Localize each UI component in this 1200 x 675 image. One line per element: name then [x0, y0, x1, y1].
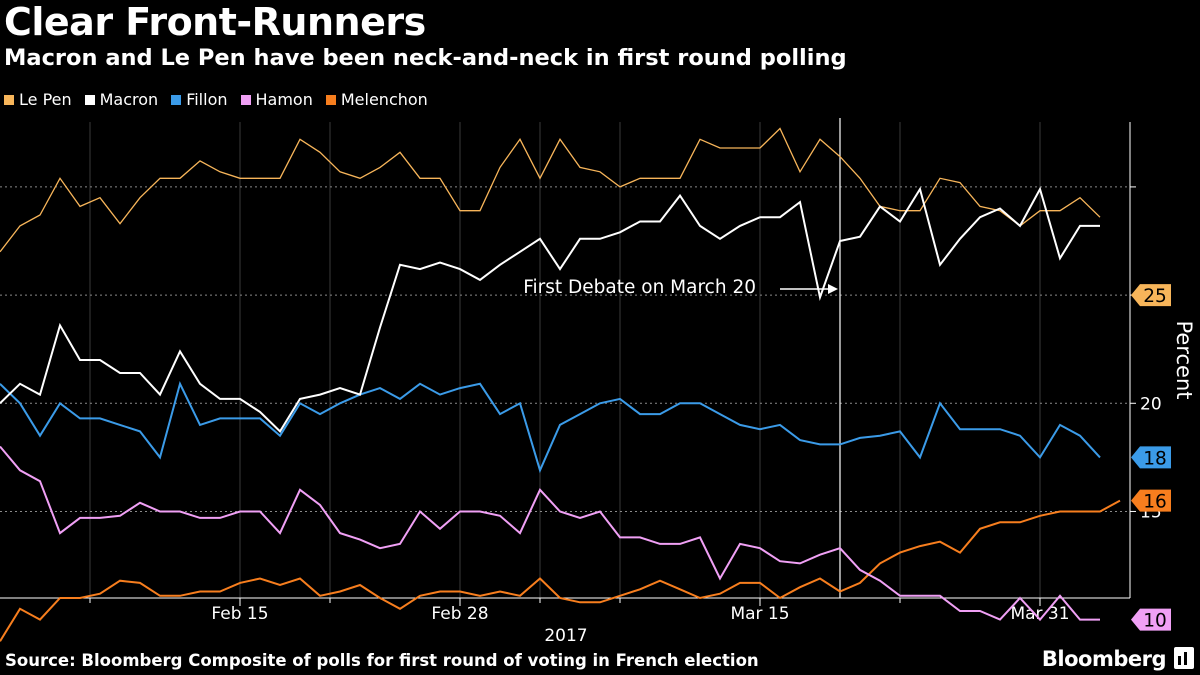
legend-swatch-fillon [171, 94, 182, 105]
legend-item-macron: Macron [84, 90, 159, 109]
chart-title: Clear Front-Runners [4, 0, 426, 44]
legend-swatch-le-pen [4, 94, 14, 105]
series-layer [0, 127, 1121, 642]
legend-item-le-pen: Le Pen [4, 90, 72, 109]
legend-label-fillon: Fillon [186, 90, 228, 109]
grid-layer [0, 122, 1130, 598]
chart-subtitle: Macron and Le Pen have been neck-and-nec… [4, 45, 847, 71]
bloomberg-bars-icon [1174, 647, 1194, 669]
source-note: Source: Bloomberg Composite of polls for… [5, 651, 759, 670]
end-label-layer: 25 18 16 10 [1131, 284, 1171, 632]
series-line-melenchon [0, 499, 1121, 642]
end-label-text-le-pen: 25 [1143, 286, 1167, 307]
series-line-le-pen [0, 127, 1101, 253]
series-line-hamon [0, 445, 1100, 622]
brand-logo-text: Bloomberg [1041, 647, 1167, 671]
legend-label-macron: Macron [99, 90, 159, 109]
x-tick-label-mar-15: Mar 15 [730, 604, 789, 624]
legend-swatch-hamon [240, 94, 251, 105]
annotation-layer: First Debate on March 20 [523, 118, 841, 598]
y-axis-label: Percent [1172, 320, 1196, 399]
end-label-badge-le-pen [1131, 284, 1171, 307]
x-tick-label-mar-31: Mar 31 [1010, 604, 1069, 624]
legend-swatch-melenchon [325, 94, 336, 105]
x-axis-label: 2017 [544, 626, 587, 646]
end-label-text-fillon: 18 [1143, 448, 1167, 469]
y-tick-label-20: 20 [1140, 394, 1162, 414]
end-label-text-melenchon: 16 [1143, 492, 1167, 513]
end-label-badge-fillon [1131, 446, 1171, 469]
end-label-badge-hamon [1131, 608, 1171, 631]
legend-item-fillon: Fillon [171, 90, 228, 109]
x-tick-label-feb-28: Feb 28 [431, 604, 488, 624]
legend-item-hamon: Hamon [240, 90, 313, 109]
debate-annotation-text: First Debate on March 20 [523, 277, 756, 298]
legend-item-melenchon: Melenchon [325, 90, 428, 109]
debate-arrow-head [828, 284, 838, 294]
end-label-badge-melenchon [1131, 489, 1171, 512]
legend-label-melenchon: Melenchon [340, 90, 428, 109]
legend-label-le-pen: Le Pen [19, 90, 72, 109]
x-tick-label-feb-15: Feb 15 [211, 604, 268, 624]
end-label-text-hamon: 10 [1143, 611, 1167, 632]
legend-swatch-macron [84, 94, 95, 105]
series-line-macron [0, 186, 1100, 433]
legend: Le Pen Macron Fillon Hamon Melenchon [4, 90, 428, 109]
legend-label-hamon: Hamon [255, 90, 313, 109]
series-line-fillon [0, 380, 1101, 474]
